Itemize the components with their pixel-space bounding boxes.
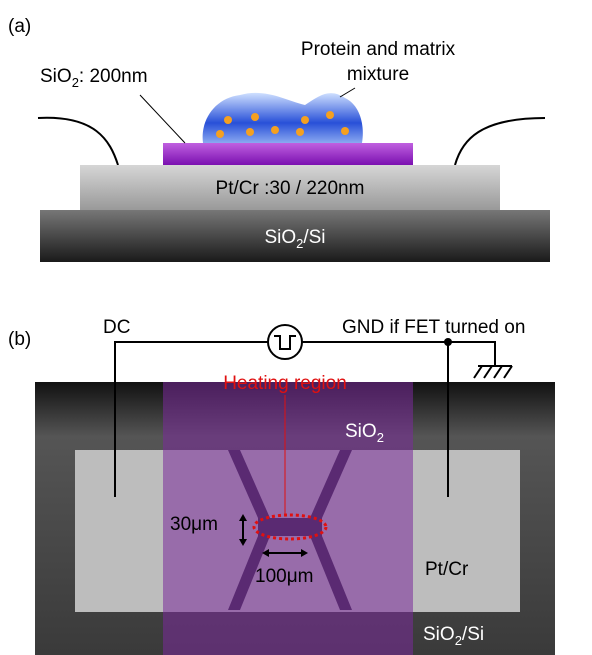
length-label: 100μm bbox=[255, 566, 313, 587]
leader bbox=[340, 88, 355, 97]
substrate-label: SiO2/Si bbox=[264, 227, 325, 251]
mixture-label: Protein and matrix bbox=[301, 39, 456, 60]
metal-label: Pt/Cr bbox=[425, 559, 469, 580]
ground bbox=[474, 366, 512, 378]
dc-label: DC bbox=[103, 317, 130, 338]
pulse-source bbox=[268, 325, 302, 359]
wire bbox=[38, 118, 118, 165]
figure: (a) Protein and matrix mixture SiO2: 200… bbox=[0, 0, 592, 655]
mixture-label: mixture bbox=[347, 64, 409, 85]
panel-a: (a) Protein and matrix mixture SiO2: 200… bbox=[8, 16, 550, 262]
substrate-label: SiO2/Si bbox=[423, 624, 484, 648]
gnd-label: GND if FET turned on bbox=[342, 317, 525, 338]
wire bbox=[455, 118, 545, 165]
node bbox=[444, 338, 452, 346]
width-label: 30μm bbox=[170, 514, 218, 535]
leader bbox=[140, 95, 185, 143]
metal-label: Pt/Cr :30 / 220nm bbox=[216, 178, 365, 199]
panel-label: (a) bbox=[8, 16, 31, 37]
panel-b: (b) Heating region DC GND if FET turned … bbox=[8, 317, 555, 655]
panel-label: (b) bbox=[8, 329, 31, 350]
heating-label: Heating region bbox=[223, 373, 347, 394]
wire bbox=[448, 342, 495, 365]
oxide-label: SiO2: 200nm bbox=[40, 66, 148, 90]
oxide-layer bbox=[163, 143, 413, 165]
